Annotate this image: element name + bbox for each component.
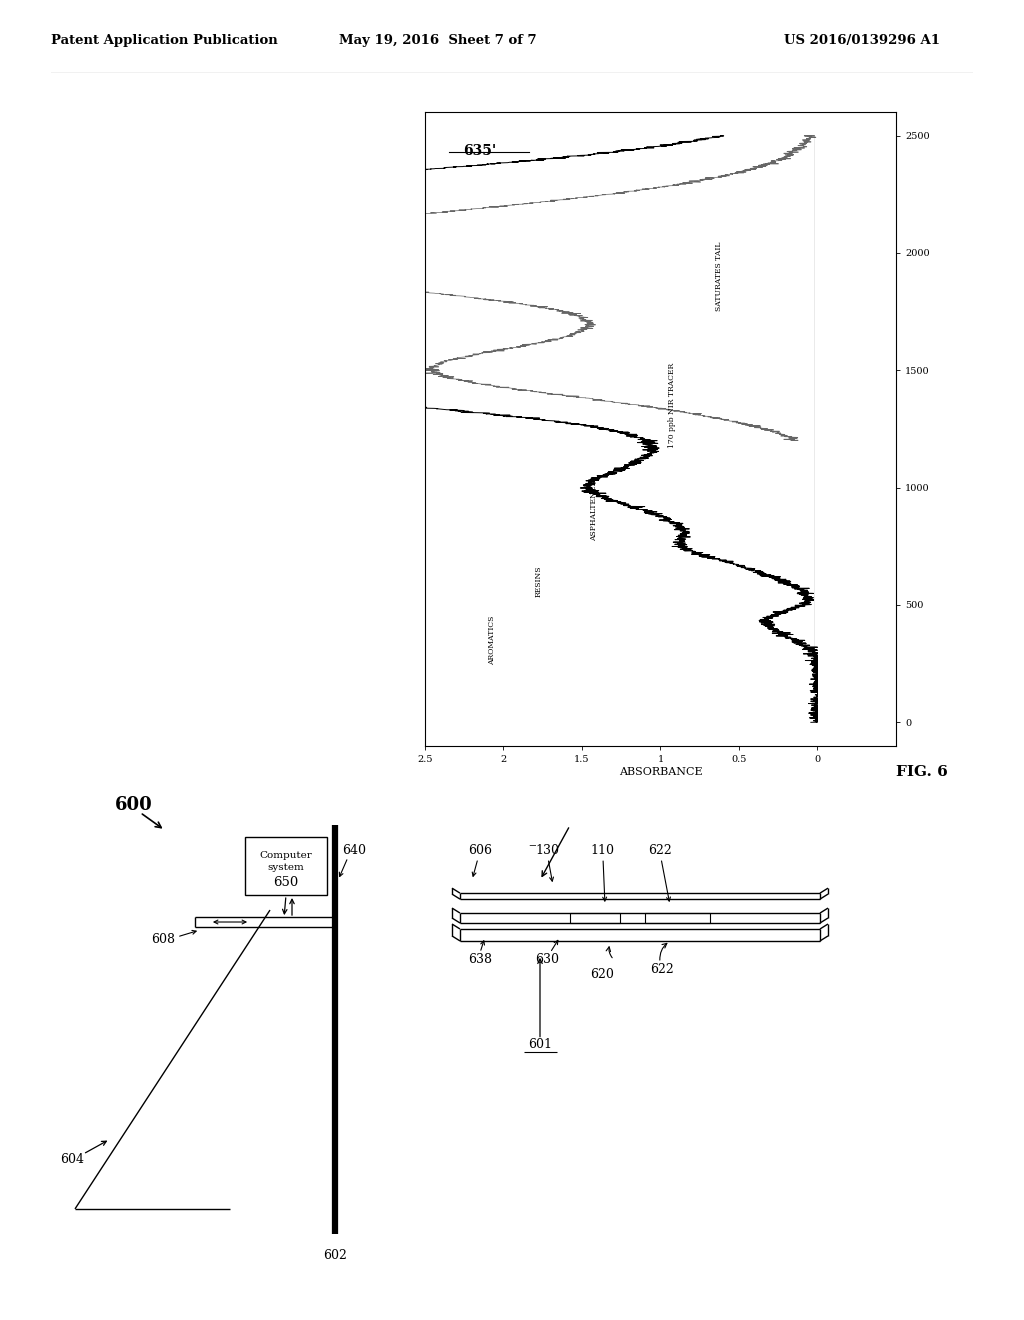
Text: 638: 638 (468, 953, 492, 966)
Text: 170 ppb NIR TRACER: 170 ppb NIR TRACER (669, 363, 676, 449)
Text: May 19, 2016  Sheet 7 of 7: May 19, 2016 Sheet 7 of 7 (340, 34, 537, 48)
Bar (245, 837, 327, 895)
Text: 640: 640 (342, 843, 366, 857)
Text: SATURATES TAIL: SATURATES TAIL (716, 242, 723, 312)
Text: 650: 650 (273, 876, 299, 888)
X-axis label: ABSORBANCE: ABSORBANCE (618, 767, 702, 776)
Text: 606: 606 (468, 843, 492, 857)
Text: Patent Application Publication: Patent Application Publication (51, 34, 278, 48)
Text: 110: 110 (590, 843, 614, 857)
Text: RESINS: RESINS (535, 566, 543, 597)
Text: 600: 600 (115, 796, 153, 814)
Text: US 2016/0139296 A1: US 2016/0139296 A1 (784, 34, 940, 48)
Text: 620: 620 (590, 969, 613, 981)
Text: Computer: Computer (260, 851, 312, 861)
Text: 604: 604 (60, 1152, 84, 1166)
Text: 602: 602 (323, 1249, 347, 1262)
Text: ASPHALTENES: ASPHALTENES (590, 480, 598, 541)
Text: 608: 608 (151, 933, 175, 946)
Text: AROMATICS: AROMATICS (487, 615, 496, 665)
Text: FIG. 6: FIG. 6 (896, 766, 947, 779)
Text: 601: 601 (528, 1038, 552, 1051)
Text: system: system (267, 863, 304, 873)
Text: 630: 630 (535, 953, 559, 966)
Text: 622: 622 (650, 964, 674, 977)
Text: 622: 622 (648, 843, 672, 857)
Text: 130: 130 (535, 843, 559, 857)
Text: 635': 635' (463, 144, 496, 158)
